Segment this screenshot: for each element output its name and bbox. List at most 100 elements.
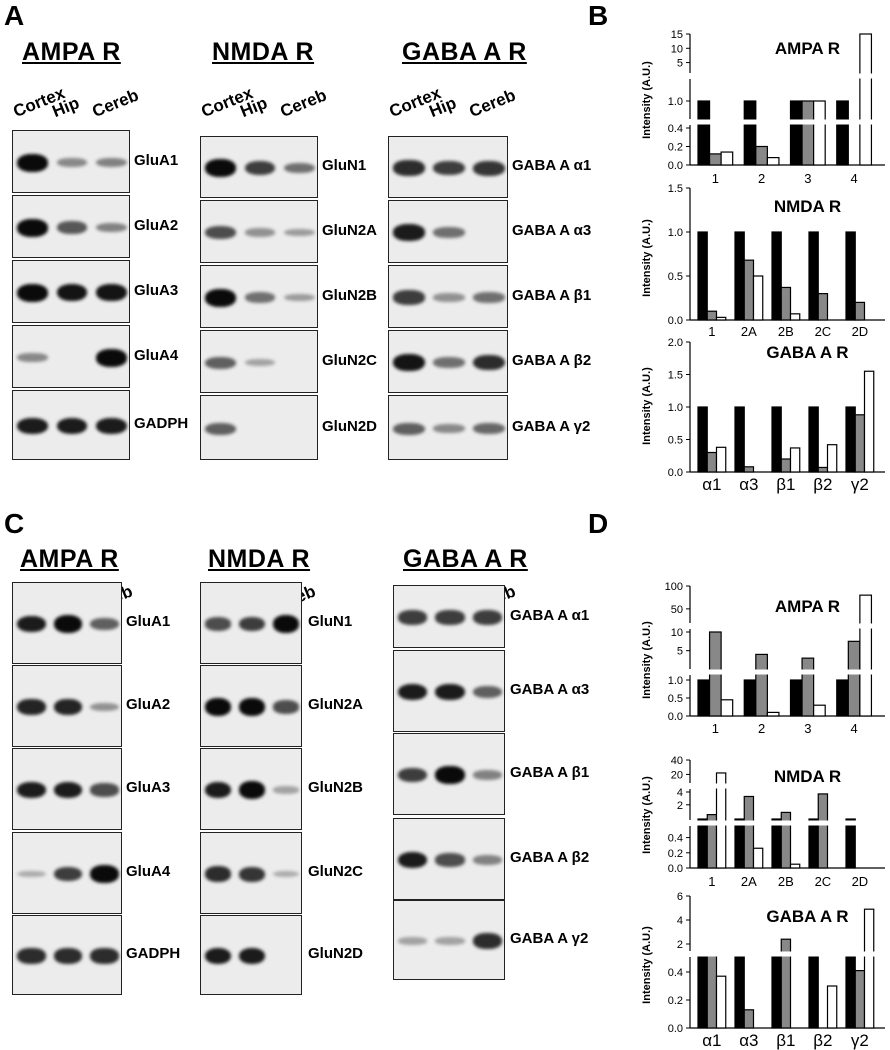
blot-label: GluN2B <box>308 779 364 796</box>
y-tick-label: 0.5 <box>668 435 683 447</box>
x-tick-label: α3 <box>739 1031 758 1050</box>
blot-image <box>388 395 508 460</box>
data-bar <box>789 863 801 869</box>
blot-label: GluA3 <box>134 281 179 299</box>
y-tick-label: 5 <box>677 646 683 658</box>
blot-image <box>388 330 508 393</box>
data-bar <box>734 406 745 473</box>
blot-label: GABA A γ2 <box>512 417 591 435</box>
protein-band <box>283 293 315 302</box>
data-bar <box>743 795 755 869</box>
x-tick-label: 2 <box>758 171 765 186</box>
y-tick-label: 1.0 <box>668 96 683 108</box>
bar-break <box>835 119 873 125</box>
x-tick-label: 4 <box>850 171 857 186</box>
data-bar <box>808 953 819 1029</box>
y-tick-label: 4 <box>677 787 683 799</box>
blot-image <box>12 832 122 914</box>
x-tick-label: 2A <box>741 874 757 889</box>
protein-band <box>95 157 127 168</box>
x-tick-label: 2C <box>815 324 832 339</box>
data-bar <box>752 275 764 321</box>
blot-label: GluN2D <box>308 945 364 962</box>
data-bar <box>706 310 718 321</box>
data-bar <box>801 100 815 166</box>
protein-band <box>283 162 315 174</box>
bar-break <box>743 119 780 125</box>
protein-band <box>56 417 88 435</box>
data-bar <box>743 100 757 166</box>
data-bar <box>771 818 782 869</box>
data-bar <box>817 793 829 869</box>
bar-break <box>789 623 827 629</box>
blot-label: GABA A γ2 <box>510 930 589 947</box>
blot-image <box>200 665 302 747</box>
data-bar <box>847 640 861 717</box>
y-tick-label: 5 <box>677 58 683 70</box>
data-bar <box>859 33 873 166</box>
x-tick-label: β2 <box>813 475 832 494</box>
x-tick-label: γ2 <box>851 1031 869 1050</box>
bar-break <box>697 951 727 957</box>
protein-band <box>433 227 465 238</box>
blot-image <box>200 915 302 995</box>
protein-band <box>90 702 119 712</box>
blot-group-title: AMPA R <box>22 38 121 66</box>
y-tick-label: 0.0 <box>668 1023 683 1035</box>
x-tick-label: β1 <box>776 1031 795 1050</box>
protein-band <box>472 855 502 865</box>
protein-band <box>244 292 276 303</box>
y-tick-label: 10 <box>671 627 683 639</box>
chart-title: AMPA R <box>775 39 840 58</box>
bar-break <box>845 820 875 826</box>
blot-image <box>388 265 508 328</box>
protein-band <box>204 947 232 965</box>
protein-band <box>17 948 46 964</box>
bar-break <box>835 73 873 79</box>
y-tick-label: 6 <box>677 891 683 903</box>
data-bar <box>808 818 819 869</box>
y-tick-label: 0.0 <box>668 467 683 479</box>
blot-label: GluN2A <box>308 696 364 713</box>
y-tick-label: 50 <box>671 604 683 616</box>
data-bar <box>755 145 768 166</box>
protein-band <box>393 353 425 372</box>
bar-break <box>808 951 838 957</box>
protein-band <box>53 615 83 633</box>
y-tick-label: 2 <box>677 939 683 951</box>
protein-band <box>17 218 48 237</box>
protein-band <box>244 358 276 367</box>
chart-y-axis-label: Intensity (A.U.) <box>641 61 653 139</box>
x-tick-label: α3 <box>739 475 758 494</box>
blot-group-title: NMDA R <box>212 38 315 66</box>
x-tick-label: 2A <box>741 324 757 339</box>
protein-band <box>473 292 505 303</box>
blot-label: GluA4 <box>126 863 171 880</box>
bar-break <box>697 669 734 675</box>
bar-break <box>789 669 827 675</box>
data-bar <box>817 293 829 321</box>
data-bar <box>734 953 745 1029</box>
y-tick-label: 1.5 <box>668 183 683 195</box>
protein-band <box>433 357 465 368</box>
blot-label: GluN1 <box>322 157 367 174</box>
data-bar <box>766 157 780 166</box>
chart-title: GABA A R <box>766 907 848 926</box>
blot-image <box>200 330 318 393</box>
blot-label: GluN2C <box>322 351 378 369</box>
x-tick-label: 2 <box>758 721 765 736</box>
x-tick-label: 1 <box>708 324 715 339</box>
blot-label: GluA4 <box>134 346 179 364</box>
data-bar <box>863 370 875 473</box>
data-bar <box>697 100 711 166</box>
data-bar <box>697 406 708 473</box>
chart-title: NMDA R <box>774 197 841 216</box>
data-bar <box>755 653 768 717</box>
protein-band <box>205 356 236 369</box>
blot-label: GABA A α3 <box>510 681 590 698</box>
protein-band <box>238 616 266 632</box>
bar-break <box>697 783 727 789</box>
y-tick-label: 1.0 <box>668 675 683 687</box>
panel-label-b: B <box>588 0 609 31</box>
protein-band <box>53 781 83 799</box>
